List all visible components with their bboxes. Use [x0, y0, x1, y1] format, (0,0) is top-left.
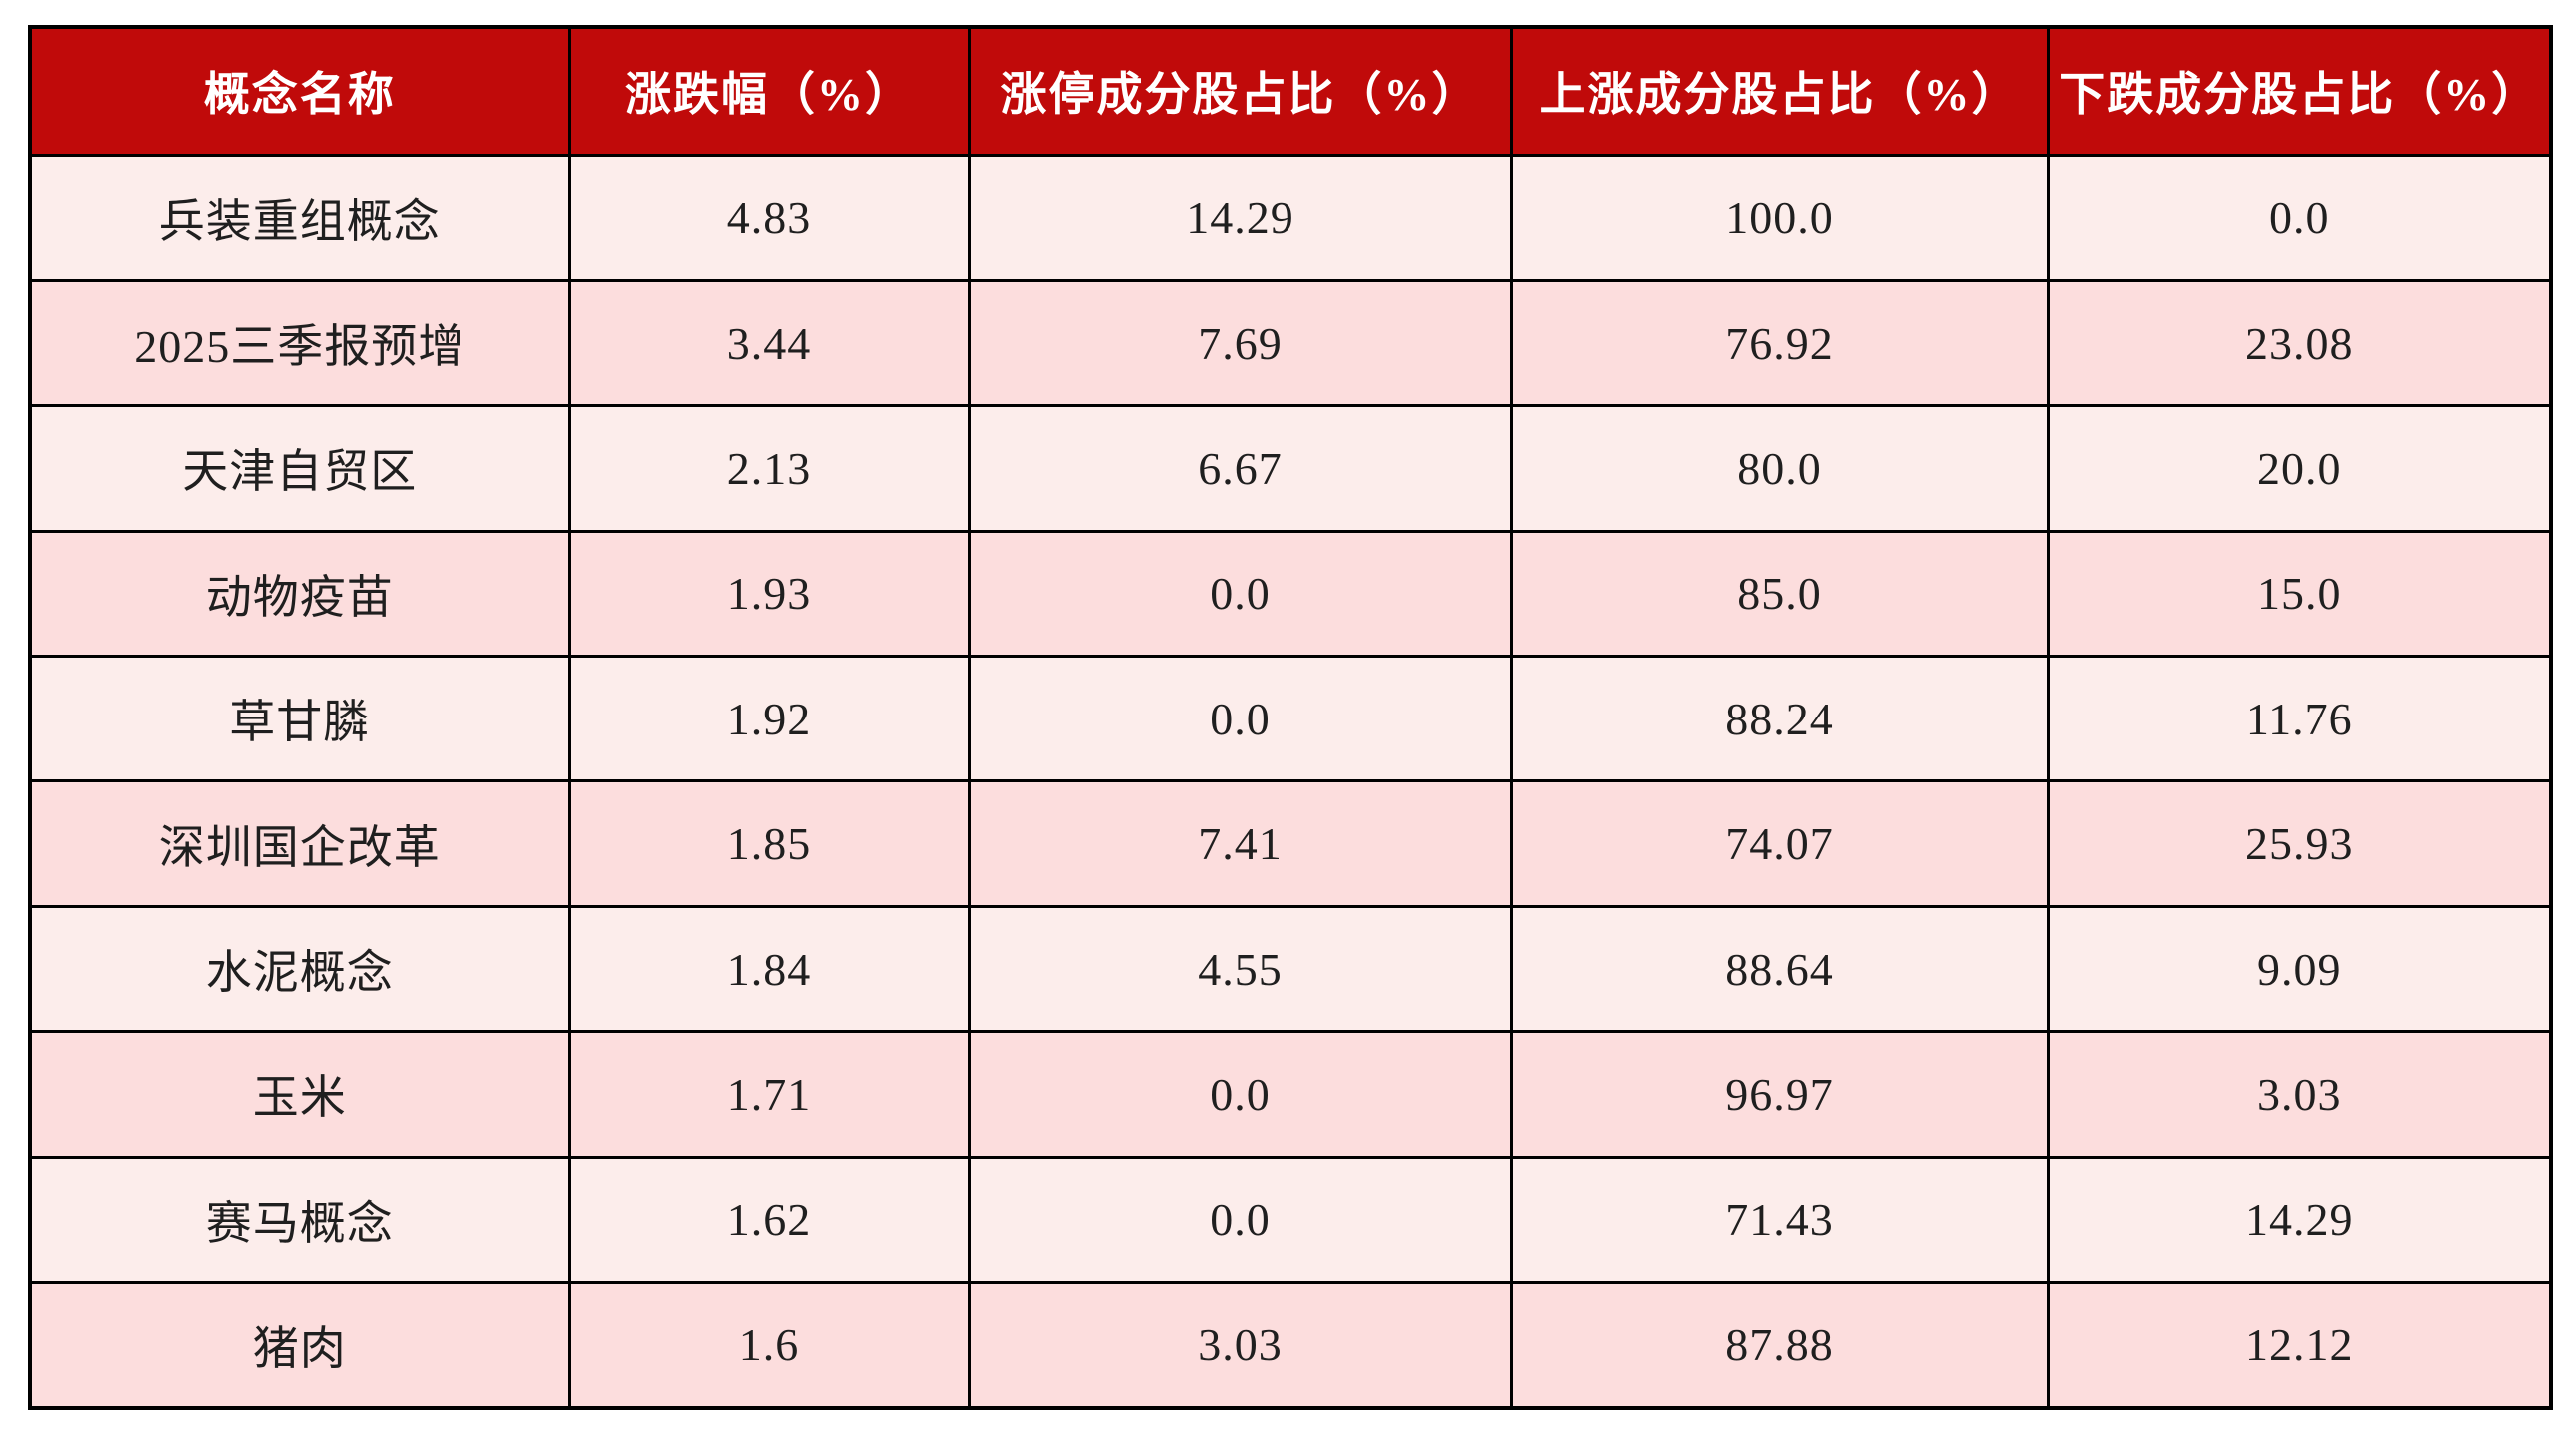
value-cell: 15.0 — [2046, 529, 2553, 659]
value-cell: 88.24 — [1509, 655, 2050, 783]
concept-name-cell: 深圳国企改革 — [28, 779, 571, 908]
value-cell: 9.09 — [2046, 904, 2553, 1034]
value-cell: 85.0 — [1509, 529, 2050, 659]
value-cell: 80.0 — [1509, 404, 2050, 533]
concept-name-cell: 动物疫苗 — [28, 529, 571, 659]
concept-name-cell: 兵装重组概念 — [28, 153, 571, 282]
table-row: 天津自贸区 2.13 6.67 80.0 20.0 — [28, 404, 2553, 533]
concept-name-cell: 玉米 — [28, 1030, 571, 1159]
concept-gainers-table: 概念名称 涨跌幅（%） 涨停成分股占比（%） 上涨成分股占比（%） 下跌成分股占比（%）… — [28, 25, 2553, 1410]
value-cell: 0.0 — [967, 529, 1513, 659]
column-header: 涨跌幅（%） — [567, 25, 971, 157]
table-row: 猪肉 1.6 3.03 87.88 12.12 — [28, 1281, 2553, 1410]
value-cell: 6.67 — [967, 404, 1513, 533]
value-cell: 2.13 — [567, 404, 971, 533]
table-row: 水泥概念 1.84 4.55 88.64 9.09 — [28, 904, 2553, 1034]
value-cell: 1.85 — [567, 779, 971, 908]
value-cell: 3.03 — [2046, 1030, 2553, 1159]
value-cell: 11.76 — [2046, 655, 2553, 783]
table-row: 深圳国企改革 1.85 7.41 74.07 25.93 — [28, 779, 2553, 908]
column-header: 上涨成分股占比（%） — [1509, 25, 2050, 157]
column-header: 下跌成分股占比（%） — [2046, 25, 2553, 157]
value-cell: 1.71 — [567, 1030, 971, 1159]
value-cell: 7.69 — [967, 278, 1513, 408]
value-cell: 71.43 — [1509, 1155, 2050, 1285]
concept-name-cell: 水泥概念 — [28, 904, 571, 1034]
value-cell: 14.29 — [2046, 1155, 2553, 1285]
header-row: 概念名称 涨跌幅（%） 涨停成分股占比（%） 上涨成分股占比（%） 下跌成分股占比（%） — [28, 25, 2553, 157]
value-cell: 3.03 — [967, 1281, 1513, 1410]
value-cell: 0.0 — [967, 655, 1513, 783]
value-cell: 12.12 — [2046, 1281, 2553, 1410]
value-cell: 1.92 — [567, 655, 971, 783]
table-row: 草甘膦 1.92 0.0 88.24 11.76 — [28, 655, 2553, 783]
value-cell: 87.88 — [1509, 1281, 2050, 1410]
table-row: 玉米 1.71 0.0 96.97 3.03 — [28, 1030, 2553, 1159]
value-cell: 25.93 — [2046, 779, 2553, 908]
concept-name-cell: 天津自贸区 — [28, 404, 571, 533]
value-cell: 0.0 — [2046, 153, 2553, 282]
value-cell: 96.97 — [1509, 1030, 2050, 1159]
column-header: 概念名称 — [28, 25, 571, 157]
value-cell: 3.44 — [567, 278, 971, 408]
concept-name-cell: 赛马概念 — [28, 1155, 571, 1285]
value-cell: 7.41 — [967, 779, 1513, 908]
value-cell: 1.6 — [567, 1281, 971, 1410]
value-cell: 4.83 — [567, 153, 971, 282]
value-cell: 100.0 — [1509, 153, 2050, 282]
table-row: 赛马概念 1.62 0.0 71.43 14.29 — [28, 1155, 2553, 1285]
value-cell: 14.29 — [967, 153, 1513, 282]
concept-name-cell: 草甘膦 — [28, 655, 571, 783]
value-cell: 1.62 — [567, 1155, 971, 1285]
value-cell: 1.84 — [567, 904, 971, 1034]
value-cell: 74.07 — [1509, 779, 2050, 908]
concept-name-cell: 2025三季报预增 — [28, 278, 571, 408]
value-cell: 0.0 — [967, 1155, 1513, 1285]
value-cell: 76.92 — [1509, 278, 2050, 408]
value-cell: 0.0 — [967, 1030, 1513, 1159]
value-cell: 4.55 — [967, 904, 1513, 1034]
value-cell: 88.64 — [1509, 904, 2050, 1034]
value-cell: 20.0 — [2046, 404, 2553, 533]
concept-name-cell: 猪肉 — [28, 1281, 571, 1410]
value-cell: 1.93 — [567, 529, 971, 659]
table-row: 2025三季报预增 3.44 7.69 76.92 23.08 — [28, 278, 2553, 408]
value-cell: 23.08 — [2046, 278, 2553, 408]
table-row: 兵装重组概念 4.83 14.29 100.0 0.0 — [28, 153, 2553, 282]
table-row: 动物疫苗 1.93 0.0 85.0 15.0 — [28, 529, 2553, 659]
column-header: 涨停成分股占比（%） — [967, 25, 1513, 157]
